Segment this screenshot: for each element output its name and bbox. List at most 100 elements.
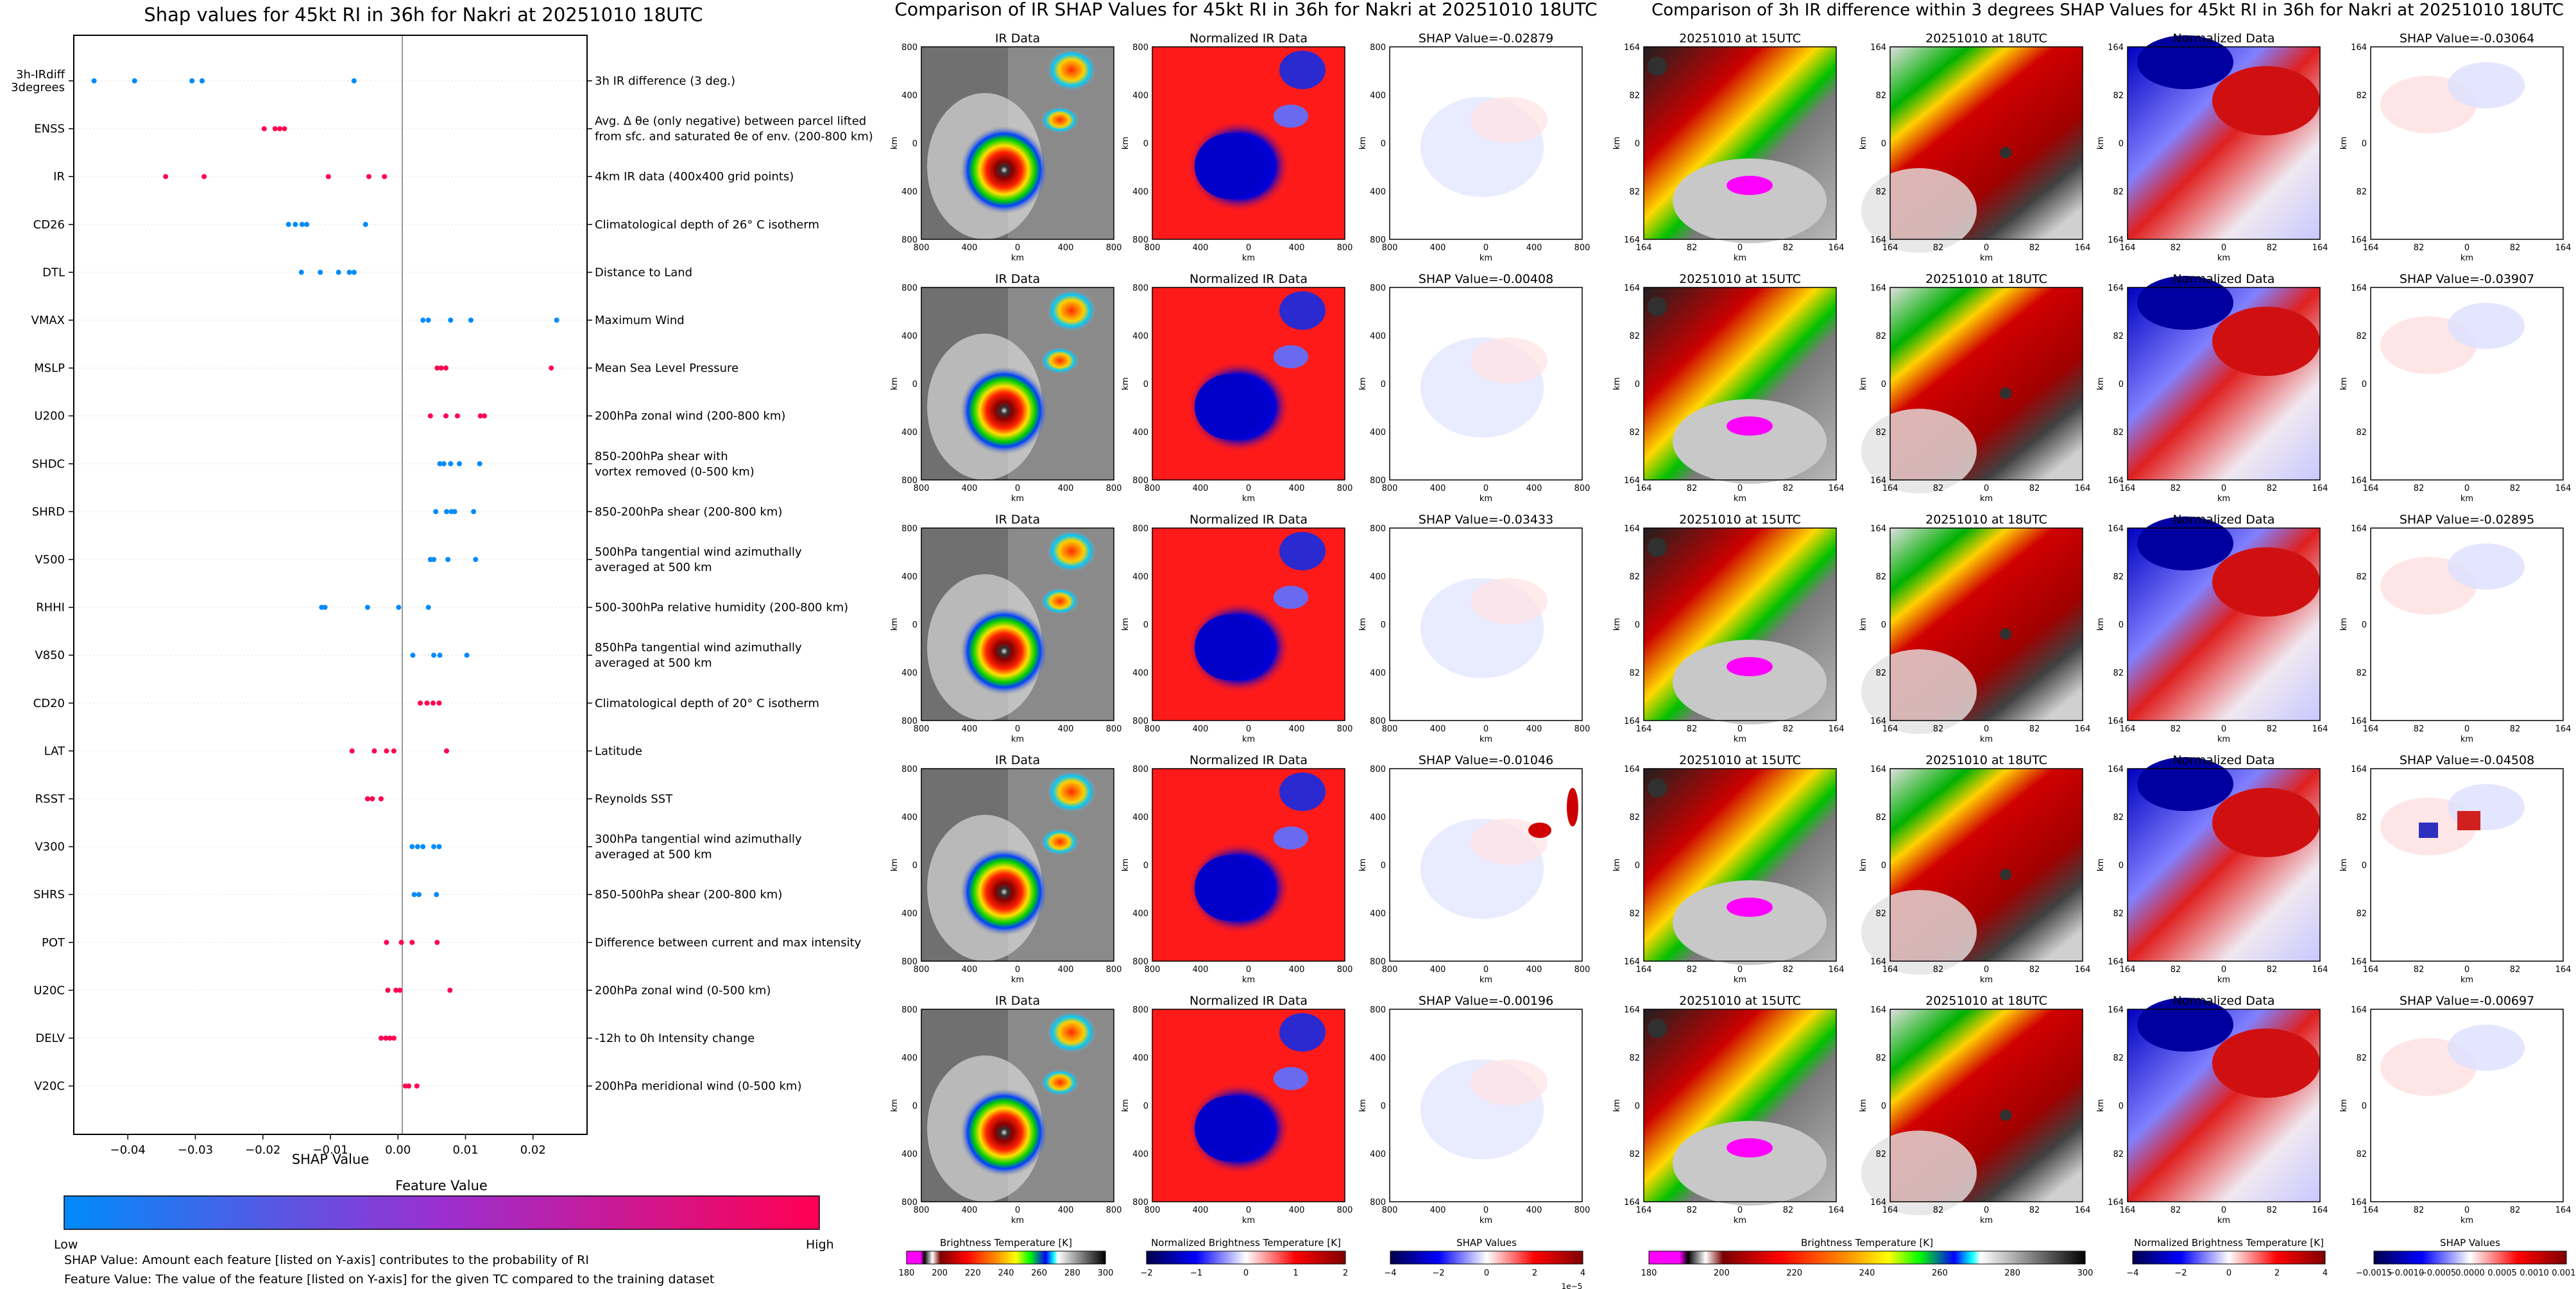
panel-x-tick-label: 164	[1829, 243, 1845, 253]
panel-y-tick-label: 800	[1370, 43, 1386, 53]
panel-x-tick-label: 400	[1430, 243, 1446, 253]
panel-title: SHAP Value=-0.02895	[2400, 513, 2534, 527]
swarm-points	[91, 78, 559, 1089]
shap-point	[91, 78, 97, 83]
panel-y-unit: km	[1121, 137, 1130, 149]
panel-y-tick-label: 82	[1629, 909, 1640, 919]
feature-description-label: 3h IR difference (3 deg.)	[595, 74, 735, 88]
shap-point	[189, 78, 195, 83]
panel-y-tick-label: 82	[1875, 669, 1886, 678]
panel-x-tick-label: 0	[1737, 484, 1743, 493]
shap-point	[431, 653, 437, 658]
ir-shap-colorbar-tick: −4	[1384, 1268, 1396, 1278]
panel-row: IR Data80080040040000400400800800kmkmNor…	[890, 272, 2571, 504]
panel-y-unit: km	[1612, 377, 1622, 390]
shap-negative-area	[2448, 303, 2525, 349]
panel-y-tick-label: 0	[1635, 1102, 1640, 1111]
panel-y-tick-label: 82	[1875, 428, 1886, 438]
panel-x-tick-label: 0	[2221, 724, 2226, 734]
panel-y-tick-label: 82	[2113, 669, 2124, 678]
panel-x-tick-label: 400	[962, 1206, 978, 1215]
panel-y-tick-label: 164	[1870, 235, 1886, 245]
feature-code-label: V300	[35, 841, 65, 854]
panel-y-tick-label: 164	[2108, 1198, 2124, 1208]
panel-y-unit: km	[1859, 137, 1868, 149]
shap-point	[286, 221, 291, 227]
shap-point	[396, 604, 402, 610]
panel-frame	[1152, 527, 1345, 721]
panel-x-tick-label: 800	[1574, 484, 1591, 493]
panel-y-tick-label: 82	[1629, 1054, 1640, 1063]
panel-x-tick-label: 0	[1483, 243, 1488, 253]
panel-x-tick-label: 800	[1145, 484, 1161, 493]
panel-x-tick-label: 164	[2120, 484, 2136, 493]
panel-x-tick-label: 0	[1984, 965, 1989, 975]
panel-x-tick-label: 82	[2414, 243, 2425, 253]
diff-bt-colorbar-tick: 280	[2004, 1268, 2020, 1278]
panel-y-tick-label: 0	[2119, 380, 2124, 389]
panel-y-tick-label: 0	[912, 1102, 917, 1111]
panel-y-tick-label: 800	[1370, 284, 1386, 293]
panel-x-tick-label: 0	[1737, 724, 1743, 734]
panel-y-tick-label: 164	[1870, 765, 1886, 774]
shap-point	[436, 700, 442, 706]
panel-y-unit: km	[2096, 137, 2106, 149]
panel-x-tick-label: 800	[1574, 243, 1591, 253]
panel-y-tick-label: 82	[1875, 187, 1886, 197]
panel-x-unit: km	[1734, 494, 1746, 504]
normalized-core-region	[1195, 615, 1264, 680]
ir-typhoon-core	[960, 607, 1048, 696]
ir-typhoon-core	[960, 366, 1048, 455]
panel-y-tick-label: 82	[1875, 572, 1886, 582]
panel-y-unit: km	[2339, 137, 2349, 149]
panel-x-tick-label: 0	[1984, 724, 1989, 734]
ir-bt-colorbar-tick: 300	[1098, 1268, 1114, 1278]
panel-y-tick-label: 82	[2356, 332, 2367, 341]
shap-point	[378, 796, 384, 801]
panel-x-unit: km	[1011, 494, 1024, 504]
panel-y-tick-label: 800	[901, 524, 917, 534]
note-shap-value: SHAP Value: Amount each feature [listed …	[64, 1253, 589, 1267]
panel-x-tick-label: 82	[2510, 724, 2521, 734]
panel-y-tick-label: 82	[1875, 909, 1886, 919]
panel-frame	[2127, 46, 2321, 240]
feature-description-label: Difference between current and max inten…	[595, 936, 862, 950]
shap-point	[385, 987, 391, 993]
panel-x-tick-label: 164	[2120, 724, 2136, 734]
diff-norm-colorbar-tick: −2	[2174, 1268, 2187, 1278]
panel-x-unit: km	[1734, 735, 1746, 744]
panel-x-unit: km	[1242, 975, 1255, 985]
panel-y-tick-label: 0	[1881, 620, 1886, 630]
feature-code-label: DELV	[35, 1032, 65, 1045]
shap-point	[370, 796, 375, 801]
feature-code-label: V20C	[34, 1080, 65, 1093]
panel-y-tick-label: 82	[1875, 332, 1886, 341]
diff-shap-colorbar-tick: −0.0005	[2420, 1268, 2456, 1278]
panel-x-tick-label: 400	[1058, 243, 1074, 253]
panel-x-tick-label: 164	[2555, 243, 2572, 253]
panel-x-tick-label: 82	[2510, 243, 2521, 253]
panel-x-tick-label: 0	[1737, 965, 1743, 975]
ir-shap-colorbar-tick: 4	[1580, 1268, 1585, 1278]
panel-x-tick-label: 82	[2414, 1206, 2425, 1215]
feature-code-label: SHRD	[32, 505, 65, 518]
panel-y-tick-label: 0	[2119, 861, 2124, 871]
panel-y-tick-label: 800	[1370, 235, 1386, 245]
panel-y-tick-label: 800	[1370, 1198, 1386, 1208]
panel-y-tick-label: 82	[1629, 187, 1640, 197]
panel-y-unit: km	[1859, 1099, 1868, 1112]
panel-x-tick-label: 0	[1015, 484, 1020, 493]
panel-x-tick-label: 800	[914, 243, 930, 253]
ir-eye	[1648, 56, 1667, 76]
shap-point	[163, 174, 169, 180]
shap-point	[387, 1036, 393, 1041]
panel-frame	[2370, 1009, 2564, 1202]
shap-point	[444, 509, 450, 515]
shap-positive-hotspot	[1567, 788, 1578, 826]
panel-y-tick-label: 800	[1370, 765, 1386, 774]
panel-y-tick-label: 400	[1132, 91, 1148, 101]
panel-y-tick-label: 164	[2108, 476, 2124, 486]
feature-code-label: ENSS	[34, 123, 65, 136]
feature-code-label: RSST	[35, 792, 65, 806]
panel-frame	[2370, 46, 2564, 240]
